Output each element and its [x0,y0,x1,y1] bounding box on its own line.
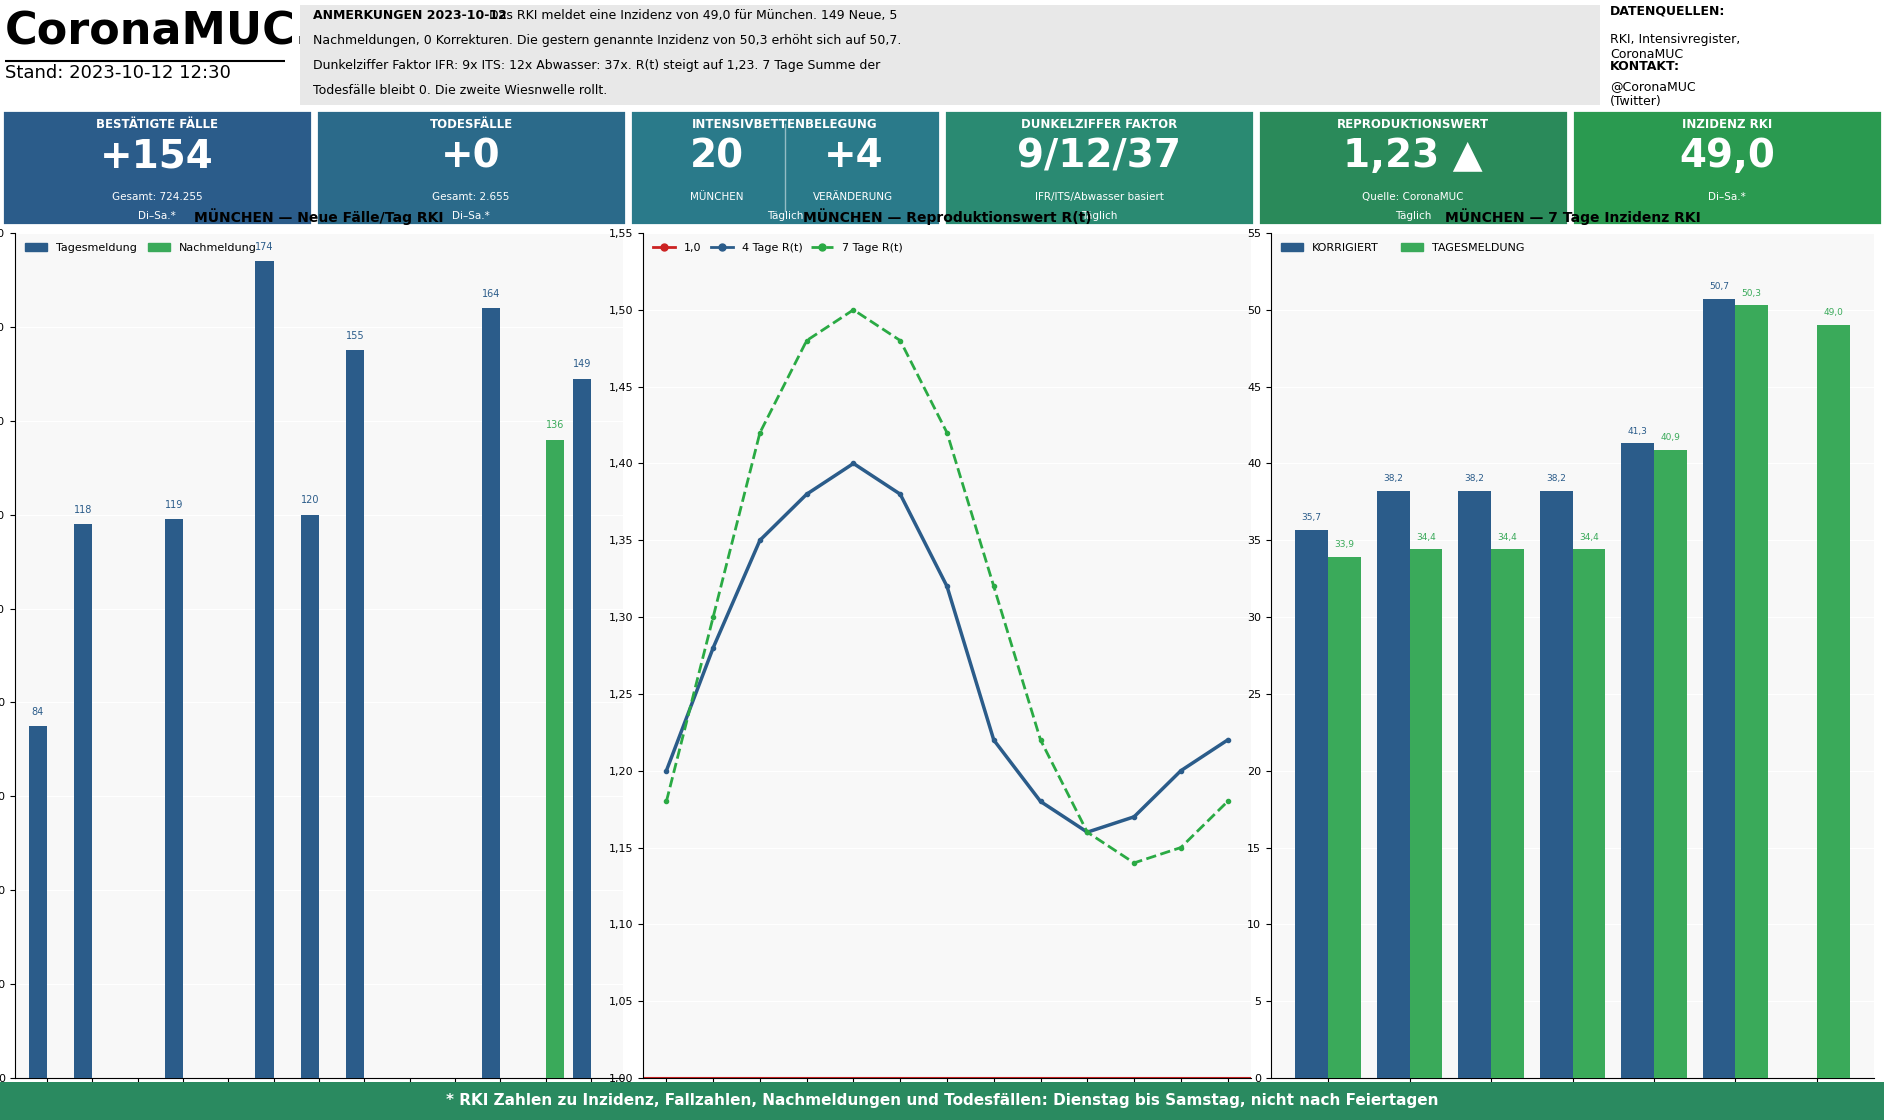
Text: +0: +0 [441,137,501,175]
Text: * RKI Zahlen zu Inzidenz, Fallzahlen, Nachmeldungen und Todesfällen: Dienstag bi: * RKI Zahlen zu Inzidenz, Fallzahlen, Na… [447,1093,1437,1109]
Text: 120: 120 [301,495,318,505]
Text: Di–Sa.*: Di–Sa.* [1709,193,1746,203]
Text: 34,4: 34,4 [1579,533,1600,542]
Text: Nachmeldungen, 0 Korrekturen. Die gestern genannte Inzidenz von 50,3 erhöht sich: Nachmeldungen, 0 Korrekturen. Die gester… [313,34,901,47]
Bar [1622,444,1654,1077]
Text: REPRODUKTIONSWERT: REPRODUKTIONSWERT [1338,118,1488,131]
Text: Täglich: Täglich [1081,211,1117,221]
Text: 155: 155 [347,332,365,340]
Text: Täglich: Täglich [767,211,803,221]
Bar [28,726,47,1077]
Text: INZIDENZ RKI: INZIDENZ RKI [1682,118,1773,131]
Text: DUNKELZIFFER FAKTOR: DUNKELZIFFER FAKTOR [1021,118,1178,131]
Text: 49,0: 49,0 [1679,137,1775,175]
Text: 136: 136 [546,420,563,430]
Bar [256,261,273,1077]
Bar [164,520,183,1077]
Text: 38,2: 38,2 [1464,475,1485,484]
Text: Täglich: Täglich [1394,211,1432,221]
Text: Gesamt: 2.655: Gesamt: 2.655 [431,193,511,203]
Bar [1573,550,1605,1077]
Text: Di–Sa.*: Di–Sa.* [138,211,175,221]
Text: +4: +4 [823,137,884,175]
Text: 41,3: 41,3 [1628,427,1648,436]
Bar [1703,299,1735,1077]
Bar [1490,550,1524,1077]
Bar [1458,491,1490,1077]
Text: 34,4: 34,4 [1498,533,1517,542]
Bar [1296,530,1328,1077]
Text: 9/12/37: 9/12/37 [1017,137,1181,175]
Text: CoronaMUC.de: CoronaMUC.de [6,9,375,53]
Bar [347,351,364,1077]
Text: MÜNCHEN: MÜNCHEN [690,193,744,203]
Text: Dunkelziffer Faktor IFR: 9x ITS: 12x Abwasser: 37x. R(t) steigt auf 1,23. 7 Tage: Dunkelziffer Faktor IFR: 9x ITS: 12x Abw… [313,59,880,72]
Text: Di–Sa.*: Di–Sa.* [452,211,490,221]
Text: 50,7: 50,7 [1709,282,1730,291]
Text: 1,23 ▲: 1,23 ▲ [1343,137,1483,175]
Text: DATENQUELLEN:: DATENQUELLEN: [1611,4,1726,18]
Text: Gesamt: 724.255: Gesamt: 724.255 [111,193,202,203]
Bar [482,308,501,1077]
Text: Quelle: CoronaMUC: Quelle: CoronaMUC [1362,193,1464,203]
Text: 84: 84 [32,707,43,717]
Text: 49,0: 49,0 [1824,308,1843,317]
Bar [573,379,592,1077]
Title: MÜNCHEN — Reproduktionswert R(t): MÜNCHEN — Reproduktionswert R(t) [803,208,1091,225]
Text: Todesfälle bleibt 0. Die zweite Wiesnwelle rollt.: Todesfälle bleibt 0. Die zweite Wiesnwel… [313,84,607,97]
Text: 20: 20 [690,137,744,175]
Title: MÜNCHEN — Neue Fälle/Tag RKI: MÜNCHEN — Neue Fälle/Tag RKI [194,208,445,225]
Bar [73,524,92,1077]
Text: 50,3: 50,3 [1743,289,1762,298]
Text: Das RKI meldet eine Inzidenz von 49,0 für München. 149 Neue, 5: Das RKI meldet eine Inzidenz von 49,0 fü… [484,9,897,22]
Title: MÜNCHEN — 7 Tage Inzidenz RKI: MÜNCHEN — 7 Tage Inzidenz RKI [1445,208,1701,225]
Text: 119: 119 [164,500,183,510]
Text: 40,9: 40,9 [1660,433,1681,442]
Text: 35,7: 35,7 [1302,513,1323,522]
Legend: 1,0, 4 Tage R(t), 7 Tage R(t): 1,0, 4 Tage R(t), 7 Tage R(t) [648,239,908,258]
Text: VERÄNDERUNG: VERÄNDERUNG [814,193,893,203]
Text: 34,4: 34,4 [1417,533,1436,542]
Bar [1409,550,1441,1077]
Legend: KORRIGIERT, TAGESMELDUNG: KORRIGIERT, TAGESMELDUNG [1277,239,1530,258]
Bar [1735,306,1767,1077]
Text: 33,9: 33,9 [1334,541,1355,550]
Text: BESTÄTIGTE FÄLLE: BESTÄTIGTE FÄLLE [96,118,219,131]
Bar [1539,491,1573,1077]
Text: 38,2: 38,2 [1383,475,1404,484]
Bar [301,515,318,1077]
Text: @CoronaMUC
(Twitter): @CoronaMUC (Twitter) [1611,80,1696,108]
Bar [1377,491,1409,1077]
Text: +154: +154 [100,137,215,175]
Text: 118: 118 [73,505,92,515]
Text: ANMERKUNGEN 2023-10-12: ANMERKUNGEN 2023-10-12 [313,9,507,22]
Text: 149: 149 [573,360,592,370]
Text: 164: 164 [482,289,501,299]
Text: TODESFÄLLE: TODESFÄLLE [430,118,512,131]
Bar [1654,449,1686,1077]
Text: IFR/ITS/Abwasser basiert: IFR/ITS/Abwasser basiert [1034,193,1164,203]
Text: 174: 174 [256,242,273,252]
Bar [1328,557,1360,1077]
Text: Stand: 2023-10-12 12:30: Stand: 2023-10-12 12:30 [6,64,232,82]
Text: 38,2: 38,2 [1547,475,1566,484]
Text: RKI, Intensivregister,
CoronaMUC: RKI, Intensivregister, CoronaMUC [1611,32,1741,60]
Text: KONTAKT:: KONTAKT: [1611,60,1681,73]
Text: INTENSIVBETTENBELEGUNG: INTENSIVBETTENBELEGUNG [691,118,878,131]
Bar [546,439,563,1077]
Bar [1816,325,1850,1077]
Legend: Tagesmeldung, Nachmeldung: Tagesmeldung, Nachmeldung [21,239,262,258]
